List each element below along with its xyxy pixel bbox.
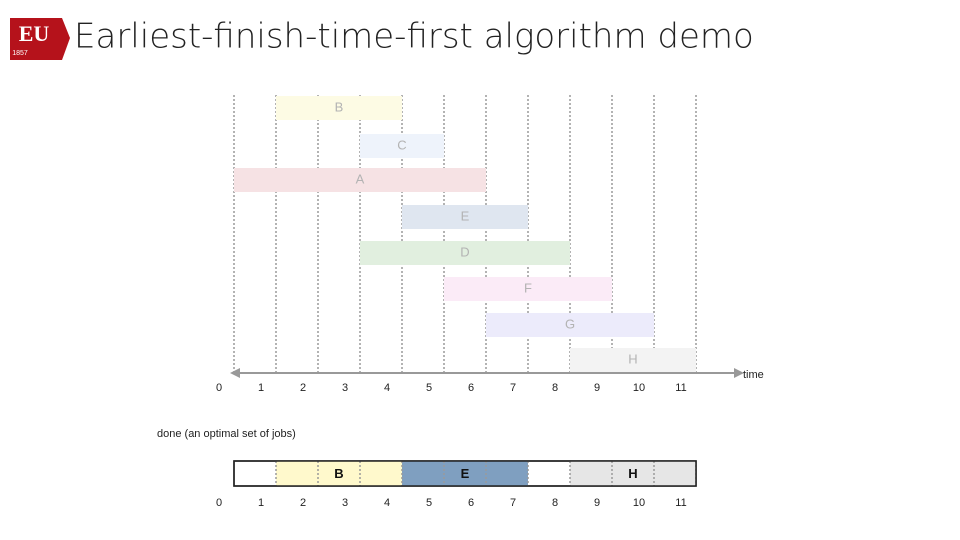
done-tick-label: 3 [342, 497, 348, 509]
done-job [402, 461, 528, 486]
tick-label: 2 [300, 382, 306, 394]
tick-label: 5 [426, 382, 432, 394]
job-label: G [565, 316, 575, 331]
done-tick-label: 5 [426, 497, 432, 509]
done-title: done (an optimal set of jobs) [157, 428, 296, 440]
logo-badge [10, 18, 70, 60]
done-tick-label: 9 [594, 497, 600, 509]
tick-label: 10 [633, 382, 645, 394]
title: Earliest-finish-time-first algorithm dem… [74, 17, 754, 57]
tick-label: 9 [594, 382, 600, 394]
tick-label: 3 [342, 382, 348, 394]
done-tick-label: 7 [510, 497, 516, 509]
job-bar [402, 205, 528, 229]
job-bar [570, 348, 696, 372]
done-tick-label: 0 [216, 497, 222, 509]
logo-year: 1857 [12, 50, 28, 57]
job-label: D [460, 244, 469, 259]
done-job-label: H [628, 466, 637, 481]
done-tick-label: 11 [675, 497, 686, 509]
axis-arrow-start [230, 368, 240, 378]
done-job [276, 461, 402, 486]
job-label: C [397, 137, 406, 152]
done-tick-label: 4 [384, 497, 390, 509]
done-tick-label: 8 [552, 497, 558, 509]
job-bar [486, 313, 654, 337]
done-tick-label: 10 [633, 497, 645, 509]
done-tick-label: 2 [300, 497, 306, 509]
axis-arrow [734, 368, 744, 378]
job-label: E [461, 208, 470, 223]
done-job-label: E [461, 466, 470, 481]
tick-label: 1 [258, 382, 264, 394]
job-label: F [524, 280, 532, 295]
job-bar [360, 241, 570, 265]
axis-label: time [743, 369, 764, 381]
job-label: B [335, 99, 344, 114]
job-bar [360, 134, 444, 158]
job-bar [444, 277, 612, 301]
job-label: A [356, 171, 365, 186]
done-border [233, 460, 697, 487]
tick-label: 0 [216, 382, 222, 394]
tick-label: 7 [510, 382, 516, 394]
done-job [570, 461, 696, 486]
job-bar [234, 168, 486, 192]
job-label: H [628, 351, 637, 366]
logo-text: EU [19, 21, 50, 46]
tick-label: 6 [468, 382, 474, 394]
done-job-label: B [334, 466, 343, 481]
done-tick-label: 6 [468, 497, 474, 509]
done-tick-label: 1 [258, 497, 264, 509]
tick-label: 11 [675, 382, 686, 394]
tick-label: 4 [384, 382, 390, 394]
job-bar [276, 96, 402, 120]
tick-label: 8 [552, 382, 558, 394]
logo: EU 1857 [10, 18, 70, 60]
